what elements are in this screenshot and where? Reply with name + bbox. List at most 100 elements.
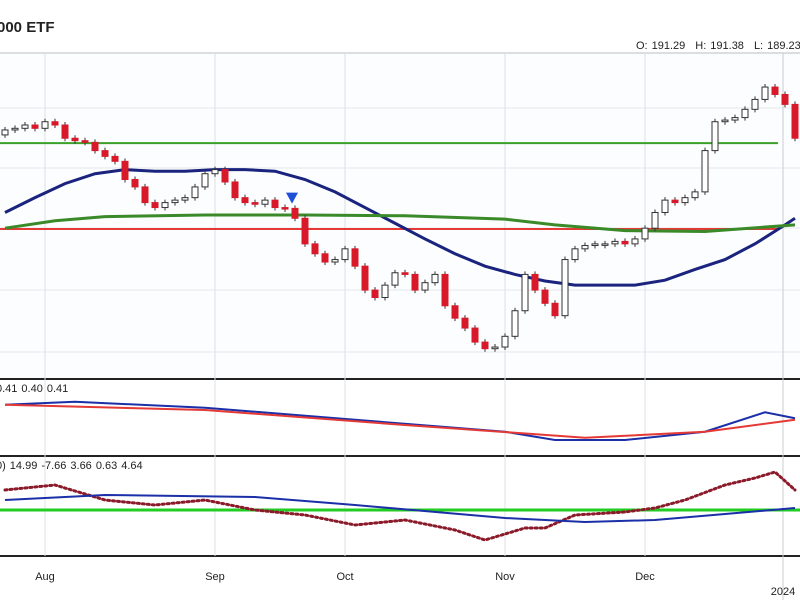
candle [451, 305, 459, 319]
candle [41, 121, 49, 129]
candle [21, 124, 29, 129]
candle [101, 150, 109, 157]
candle [481, 341, 489, 350]
candle [421, 282, 429, 291]
candle [511, 310, 519, 337]
indicator-line [4, 213, 796, 233]
candle [601, 243, 609, 246]
candle [781, 93, 789, 105]
candle [461, 317, 469, 329]
ohlc-label: H: [695, 40, 706, 52]
x-tick-label: Sep [205, 571, 225, 583]
x-tick-label: Oct [336, 571, 353, 583]
candle [681, 197, 689, 204]
candle [531, 273, 539, 291]
candle [641, 227, 649, 240]
candle [161, 202, 169, 209]
candle [201, 173, 209, 188]
candle [741, 108, 749, 119]
candle [711, 121, 719, 152]
candle [331, 259, 339, 263]
ohlc-value: 191.29 [652, 40, 686, 52]
candle [701, 150, 709, 193]
candle [191, 186, 199, 199]
candle [181, 197, 189, 201]
candle [311, 243, 319, 255]
candle [251, 202, 259, 205]
candle [791, 103, 799, 139]
candle [621, 240, 629, 245]
legend-value: 0.41 [0, 383, 17, 395]
legend-value: -7.66 [41, 460, 66, 472]
candle [721, 119, 729, 123]
year-label: 2024 [771, 586, 795, 598]
candle [11, 127, 19, 131]
candle [471, 327, 479, 343]
candle [351, 248, 359, 267]
candle [411, 273, 419, 291]
candle [91, 141, 99, 152]
candle [401, 272, 409, 275]
indicator-line [4, 400, 796, 441]
candle [771, 86, 779, 95]
candle [31, 124, 39, 129]
candle [61, 124, 69, 139]
candle [51, 121, 59, 126]
legend-value: 4.64 [121, 460, 142, 472]
candle [371, 289, 379, 299]
signal-marker [286, 192, 298, 204]
candle [661, 199, 669, 214]
candle [341, 248, 349, 261]
candle [261, 199, 269, 205]
candle [501, 335, 509, 348]
candle [651, 212, 659, 229]
candle [761, 86, 769, 100]
candle [231, 181, 239, 199]
ohlc-label: L: [754, 40, 763, 52]
candle [211, 169, 219, 175]
candle [171, 199, 179, 204]
candle [1, 129, 9, 136]
candle [581, 245, 589, 250]
chart-title: 000 ETF [0, 19, 55, 36]
candle [591, 243, 599, 247]
candle [321, 253, 329, 263]
candle [551, 302, 559, 317]
candle [381, 284, 389, 299]
ohlc-value: 189.23 [767, 40, 800, 52]
legend-value: 14.99 [10, 460, 38, 472]
candle [571, 248, 579, 261]
indicator-line [3, 470, 797, 542]
legend-prefix: 0) [0, 460, 6, 472]
candle [441, 273, 449, 307]
candle [271, 199, 279, 209]
candle [521, 273, 529, 312]
candle [121, 160, 129, 180]
ohlc-label: O: [636, 40, 648, 52]
candle [151, 202, 159, 209]
candle [111, 155, 119, 162]
candle [221, 169, 229, 183]
x-tick-label: Nov [495, 571, 515, 583]
legend-value: 0.40 [21, 383, 42, 395]
candle [81, 140, 89, 143]
candle [631, 238, 639, 245]
candle [131, 178, 139, 188]
candle [291, 207, 299, 219]
candle [71, 137, 79, 142]
ohlc-value: 191.38 [710, 40, 744, 52]
legend-value: 0.63 [96, 460, 117, 472]
candle [141, 186, 149, 204]
legend-value: 0.41 [47, 383, 68, 395]
x-tick-label: Aug [35, 571, 55, 583]
indicator-line [4, 403, 796, 439]
candle [391, 272, 399, 286]
candle [241, 197, 249, 204]
candle [491, 346, 499, 350]
candle [431, 273, 439, 284]
x-tick-label: Dec [635, 571, 655, 583]
ohlc-readout: O: 191.29 H: 191.38 L: 189.23 [636, 40, 800, 52]
candle [731, 117, 739, 121]
candle [361, 265, 369, 291]
